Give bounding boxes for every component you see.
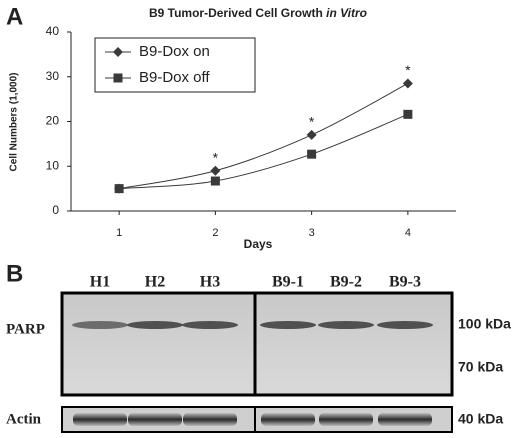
parp-band xyxy=(127,321,183,329)
marker-label: 40 kDa xyxy=(458,411,503,427)
lane-label: H3 xyxy=(200,274,220,291)
row-label: Actin xyxy=(6,411,42,427)
marker-label: 70 kDa xyxy=(458,359,503,375)
x-tick-label: 3 xyxy=(309,227,315,239)
title-emphasis: in Vitro xyxy=(326,6,367,20)
lane-label: H1 xyxy=(90,274,110,291)
point xyxy=(113,47,123,57)
y-tick-label: 20 xyxy=(46,114,60,128)
lane-label: H2 xyxy=(145,274,165,291)
blot: H1 H2 H3 B9-1 B9-2 B9-3 PARP Actin 100 kDa 70 kDa… xyxy=(6,274,511,428)
point xyxy=(210,165,221,176)
actin-band xyxy=(319,413,373,426)
point xyxy=(113,73,123,83)
marker-label: 100 kDa xyxy=(458,316,511,332)
legend-box xyxy=(94,37,256,93)
blot-panel xyxy=(60,291,257,397)
y-tick-label: 40 xyxy=(46,24,60,38)
annotation: * xyxy=(309,114,315,130)
x-axis-label: Days xyxy=(244,237,273,251)
parp-band xyxy=(182,321,238,329)
actin-band xyxy=(183,413,237,426)
actin-band xyxy=(378,413,432,426)
x-tick-label: 1 xyxy=(116,227,122,239)
chart-title: B9 Tumor-Derived Cell Growth in Vitro xyxy=(149,6,367,20)
plot: 0 10 20 30 40 1 2 3 4 * * * B9-Dox on B9-Dox off xyxy=(46,24,413,239)
lane-label: B9-3 xyxy=(389,274,421,291)
panel-label: B xyxy=(6,260,23,287)
blot-panel xyxy=(253,291,454,397)
point xyxy=(403,109,413,119)
actin-band xyxy=(73,413,127,426)
parp-band xyxy=(377,321,433,329)
legend-label: B9-Dox off xyxy=(139,69,210,86)
series-line xyxy=(119,113,409,190)
y-axis-label: Cell Numbers (1,000) xyxy=(9,73,20,172)
annotation: * xyxy=(405,62,411,78)
x-tick-label: 2 xyxy=(212,227,218,239)
legend-label: B9-Dox on xyxy=(139,43,210,60)
title-text: B9 Tumor-Derived Cell Growth xyxy=(149,6,323,20)
actin-band xyxy=(128,413,182,426)
point xyxy=(307,149,317,159)
series-line xyxy=(119,83,409,190)
point xyxy=(306,129,317,140)
panel-label: A xyxy=(6,3,23,30)
annotation: * xyxy=(213,149,219,165)
point xyxy=(402,78,413,89)
parp-band xyxy=(260,321,316,329)
x-tick-label: 4 xyxy=(405,227,411,239)
point xyxy=(210,176,220,186)
parp-band xyxy=(72,321,128,329)
parp-band xyxy=(318,321,374,329)
row-label: PARP xyxy=(6,321,45,337)
lane-label: B9-2 xyxy=(330,274,362,291)
point xyxy=(114,184,124,194)
y-tick-label: 30 xyxy=(46,69,60,83)
actin-band xyxy=(261,413,315,426)
y-tick-label: 0 xyxy=(52,203,59,217)
y-tick-label: 10 xyxy=(46,158,60,172)
lane-label: B9-1 xyxy=(272,274,304,291)
